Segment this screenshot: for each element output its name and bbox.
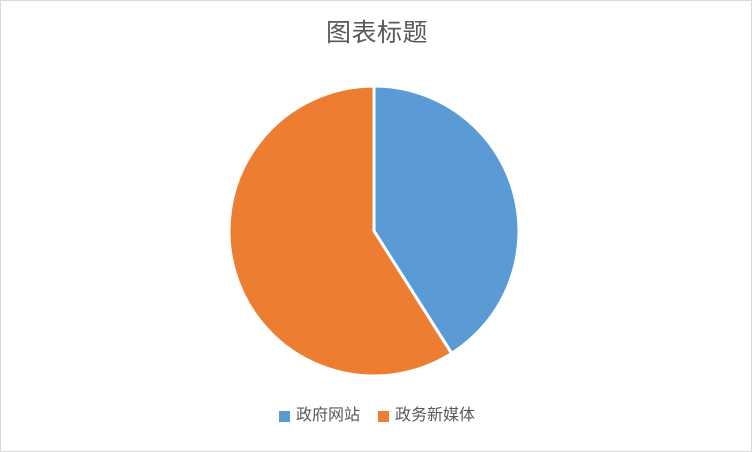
chart-title: 图表标题	[325, 19, 428, 47]
legend-swatch-icon-series-0	[278, 410, 290, 422]
legend-item-government-new-media[interactable]: 政务新媒体	[378, 406, 475, 426]
legend-item-government-website[interactable]: 政府网站	[278, 406, 360, 426]
pie-slice-1[interactable]	[227, 84, 454, 378]
pie-slice-group	[227, 84, 521, 378]
legend-label-series-0: 政府网站	[295, 407, 360, 424]
chart-legend: 政府网站 政务新媒体	[1, 406, 751, 426]
legend-swatch-icon-series-1	[378, 410, 389, 422]
legend-label-series-1: 政务新媒体	[395, 407, 476, 424]
